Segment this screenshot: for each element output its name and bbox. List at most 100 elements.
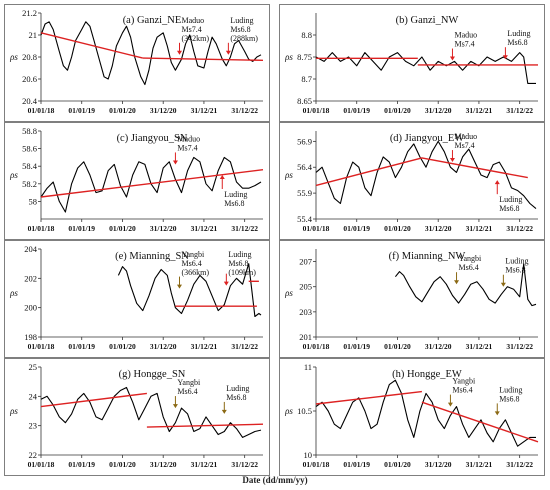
chart-title: (b) Ganzi_NW xyxy=(396,15,459,26)
x-tick-label: 01/01/19 xyxy=(343,460,370,469)
event-annotation-text: Luding xyxy=(224,190,247,199)
x-tick-label: 01/01/19 xyxy=(343,224,370,233)
x-tick-label: 31/12/20 xyxy=(425,106,452,115)
x-tick-label: 31/12/20 xyxy=(425,342,452,351)
event-annotation-text: (109km) xyxy=(228,268,256,277)
y-tick-label: 201 xyxy=(299,332,312,342)
x-tick-label: 31/12/22 xyxy=(506,342,533,351)
event-annotation-text: Ms7.4 xyxy=(454,40,474,49)
chart-c: 58 58.2 58.4 58.6 58.8 01/01/18 01/01/19 01/01/… xyxy=(9,126,264,233)
chart-b: 8.65 8.7 8.75 8.8 01/01/18 01/01/19 01/01/20 31… xyxy=(284,13,538,115)
chart-f: 201 203 205 207 01/01/18 01/01/19 01/01/20 31/1… xyxy=(284,249,538,351)
x-tick-label: 01/01/19 xyxy=(68,460,95,469)
x-tick-label: 31/12/20 xyxy=(150,106,177,115)
x-tick-label: 01/01/20 xyxy=(109,106,136,115)
event-arrow-head xyxy=(221,409,227,414)
x-tick-label: 31/12/22 xyxy=(231,106,258,115)
event-annotation-text: Yangbi xyxy=(452,377,476,386)
x-tick-label: 01/01/19 xyxy=(343,342,370,351)
y-tick-label: 24 xyxy=(29,391,38,401)
event-arrow-head xyxy=(449,56,455,61)
event-arrow-head xyxy=(494,180,500,185)
event-annotation-text: Ms6.4 xyxy=(177,387,197,396)
y-tick-label: 8.75 xyxy=(297,52,312,62)
data-series-line xyxy=(40,21,262,86)
y-tick-label: 58 xyxy=(29,196,38,206)
y-tick-label: 58.6 xyxy=(22,144,37,154)
event-arrow-head xyxy=(449,158,455,163)
data-series-line xyxy=(40,386,262,438)
y-tick-label: 203 xyxy=(299,307,312,317)
event-annotation-text: (366km) xyxy=(181,268,209,277)
y-tick-label: 58.8 xyxy=(22,126,37,136)
chart-title: (d) Jiangyou_EW xyxy=(390,133,464,144)
x-tick-label: 01/01/18 xyxy=(303,460,330,469)
event-annotation-text: (288km) xyxy=(230,34,258,43)
data-series-line xyxy=(394,263,537,307)
y-axis-label: ρs xyxy=(284,288,293,298)
x-tick-label: 31/12/22 xyxy=(231,460,258,469)
chart-panel-a: 20.4 20.6 20.8 21 21.2 01/01/18 01/01/19 01/01/… xyxy=(4,4,270,122)
y-tick-label: 56.9 xyxy=(297,136,312,146)
x-tick-label: 31/12/21 xyxy=(466,224,493,233)
x-tick-label: 01/01/20 xyxy=(384,106,411,115)
chart-panel-f: 201 203 205 207 01/01/18 01/01/19 01/01/20 31/1… xyxy=(279,240,545,358)
event-annotation-text: Ms6.8 xyxy=(224,199,244,208)
x-tick-label: 01/01/20 xyxy=(384,224,411,233)
y-tick-label: 8.65 xyxy=(297,96,312,106)
y-axis-label: ρs xyxy=(284,406,293,416)
y-axis-label: ρs xyxy=(9,170,18,180)
y-tick-label: 55.4 xyxy=(297,214,313,224)
event-annotation-text: Ms6.4 xyxy=(181,259,201,268)
event-annotation-text: Ms6.8 xyxy=(505,266,525,275)
y-tick-label: 10.5 xyxy=(297,406,312,416)
y-tick-label: 25 xyxy=(29,362,38,372)
event-arrow-head xyxy=(172,160,178,165)
x-tick-label: 31/12/22 xyxy=(506,460,533,469)
y-tick-label: 58.2 xyxy=(22,179,37,189)
chart-panel-d: 55.4 55.9 56.4 56.9 01/01/18 01/01/19 01/01/20… xyxy=(279,122,545,240)
event-annotation-text: Luding xyxy=(499,385,522,394)
event-annotation-text: Ms6.8 xyxy=(507,38,527,47)
chart-title: (e) Mianning_SN xyxy=(115,251,189,262)
data-series-line xyxy=(315,140,537,210)
chart-panel-g: 22 23 24 25 01/01/18 01/01/19 01/01/20 31/12/20… xyxy=(4,358,270,476)
trend-line xyxy=(40,32,143,59)
event-arrow-head xyxy=(494,411,500,416)
event-annotation-text: Maduo xyxy=(454,31,477,40)
x-tick-label: 01/01/18 xyxy=(28,224,55,233)
x-tick-label: 31/12/21 xyxy=(466,106,493,115)
x-tick-label: 31/12/21 xyxy=(191,224,218,233)
x-axis-title: Date (dd/mm/yy) xyxy=(242,475,308,485)
y-tick-label: 200 xyxy=(24,303,37,313)
x-tick-label: 01/01/19 xyxy=(68,342,95,351)
y-tick-label: 22 xyxy=(29,450,38,460)
x-tick-label: 31/12/20 xyxy=(150,342,177,351)
y-axis-label: ρs xyxy=(9,52,18,62)
trend-line xyxy=(315,390,422,405)
y-tick-label: 21.2 xyxy=(22,8,37,18)
event-annotation-text: Ms6.8 xyxy=(226,393,246,402)
y-axis-label: ρs xyxy=(284,52,293,62)
chart-title: (c) Jiangyou_SN xyxy=(117,133,188,144)
y-tick-label: 207 xyxy=(299,257,312,267)
trend-line xyxy=(40,169,264,198)
x-tick-label: 31/12/21 xyxy=(466,460,493,469)
event-arrow-head xyxy=(172,404,178,409)
event-annotation-text: Luding xyxy=(499,195,522,204)
event-arrow-head xyxy=(223,281,229,286)
event-annotation-text: Yangbi xyxy=(177,378,201,387)
event-arrow-head xyxy=(176,284,182,289)
data-series-line xyxy=(315,52,536,84)
chart-a: 20.4 20.6 20.8 21 21.2 01/01/18 01/01/19 01/01/… xyxy=(9,8,264,115)
event-arrow-head xyxy=(500,282,506,287)
x-tick-label: 31/12/20 xyxy=(425,460,452,469)
x-tick-label: 01/01/20 xyxy=(384,342,411,351)
x-tick-label: 01/01/20 xyxy=(109,224,136,233)
x-tick-label: 01/01/20 xyxy=(109,460,136,469)
event-annotation-text: Ms7.4 xyxy=(177,143,197,152)
chart-panel-b: 8.65 8.7 8.75 8.8 01/01/18 01/01/19 01/01/20 31… xyxy=(279,4,545,122)
event-annotation-text: Ms6.8 xyxy=(228,259,248,268)
event-arrow-head xyxy=(447,402,453,407)
x-tick-label: 01/01/18 xyxy=(28,342,55,351)
